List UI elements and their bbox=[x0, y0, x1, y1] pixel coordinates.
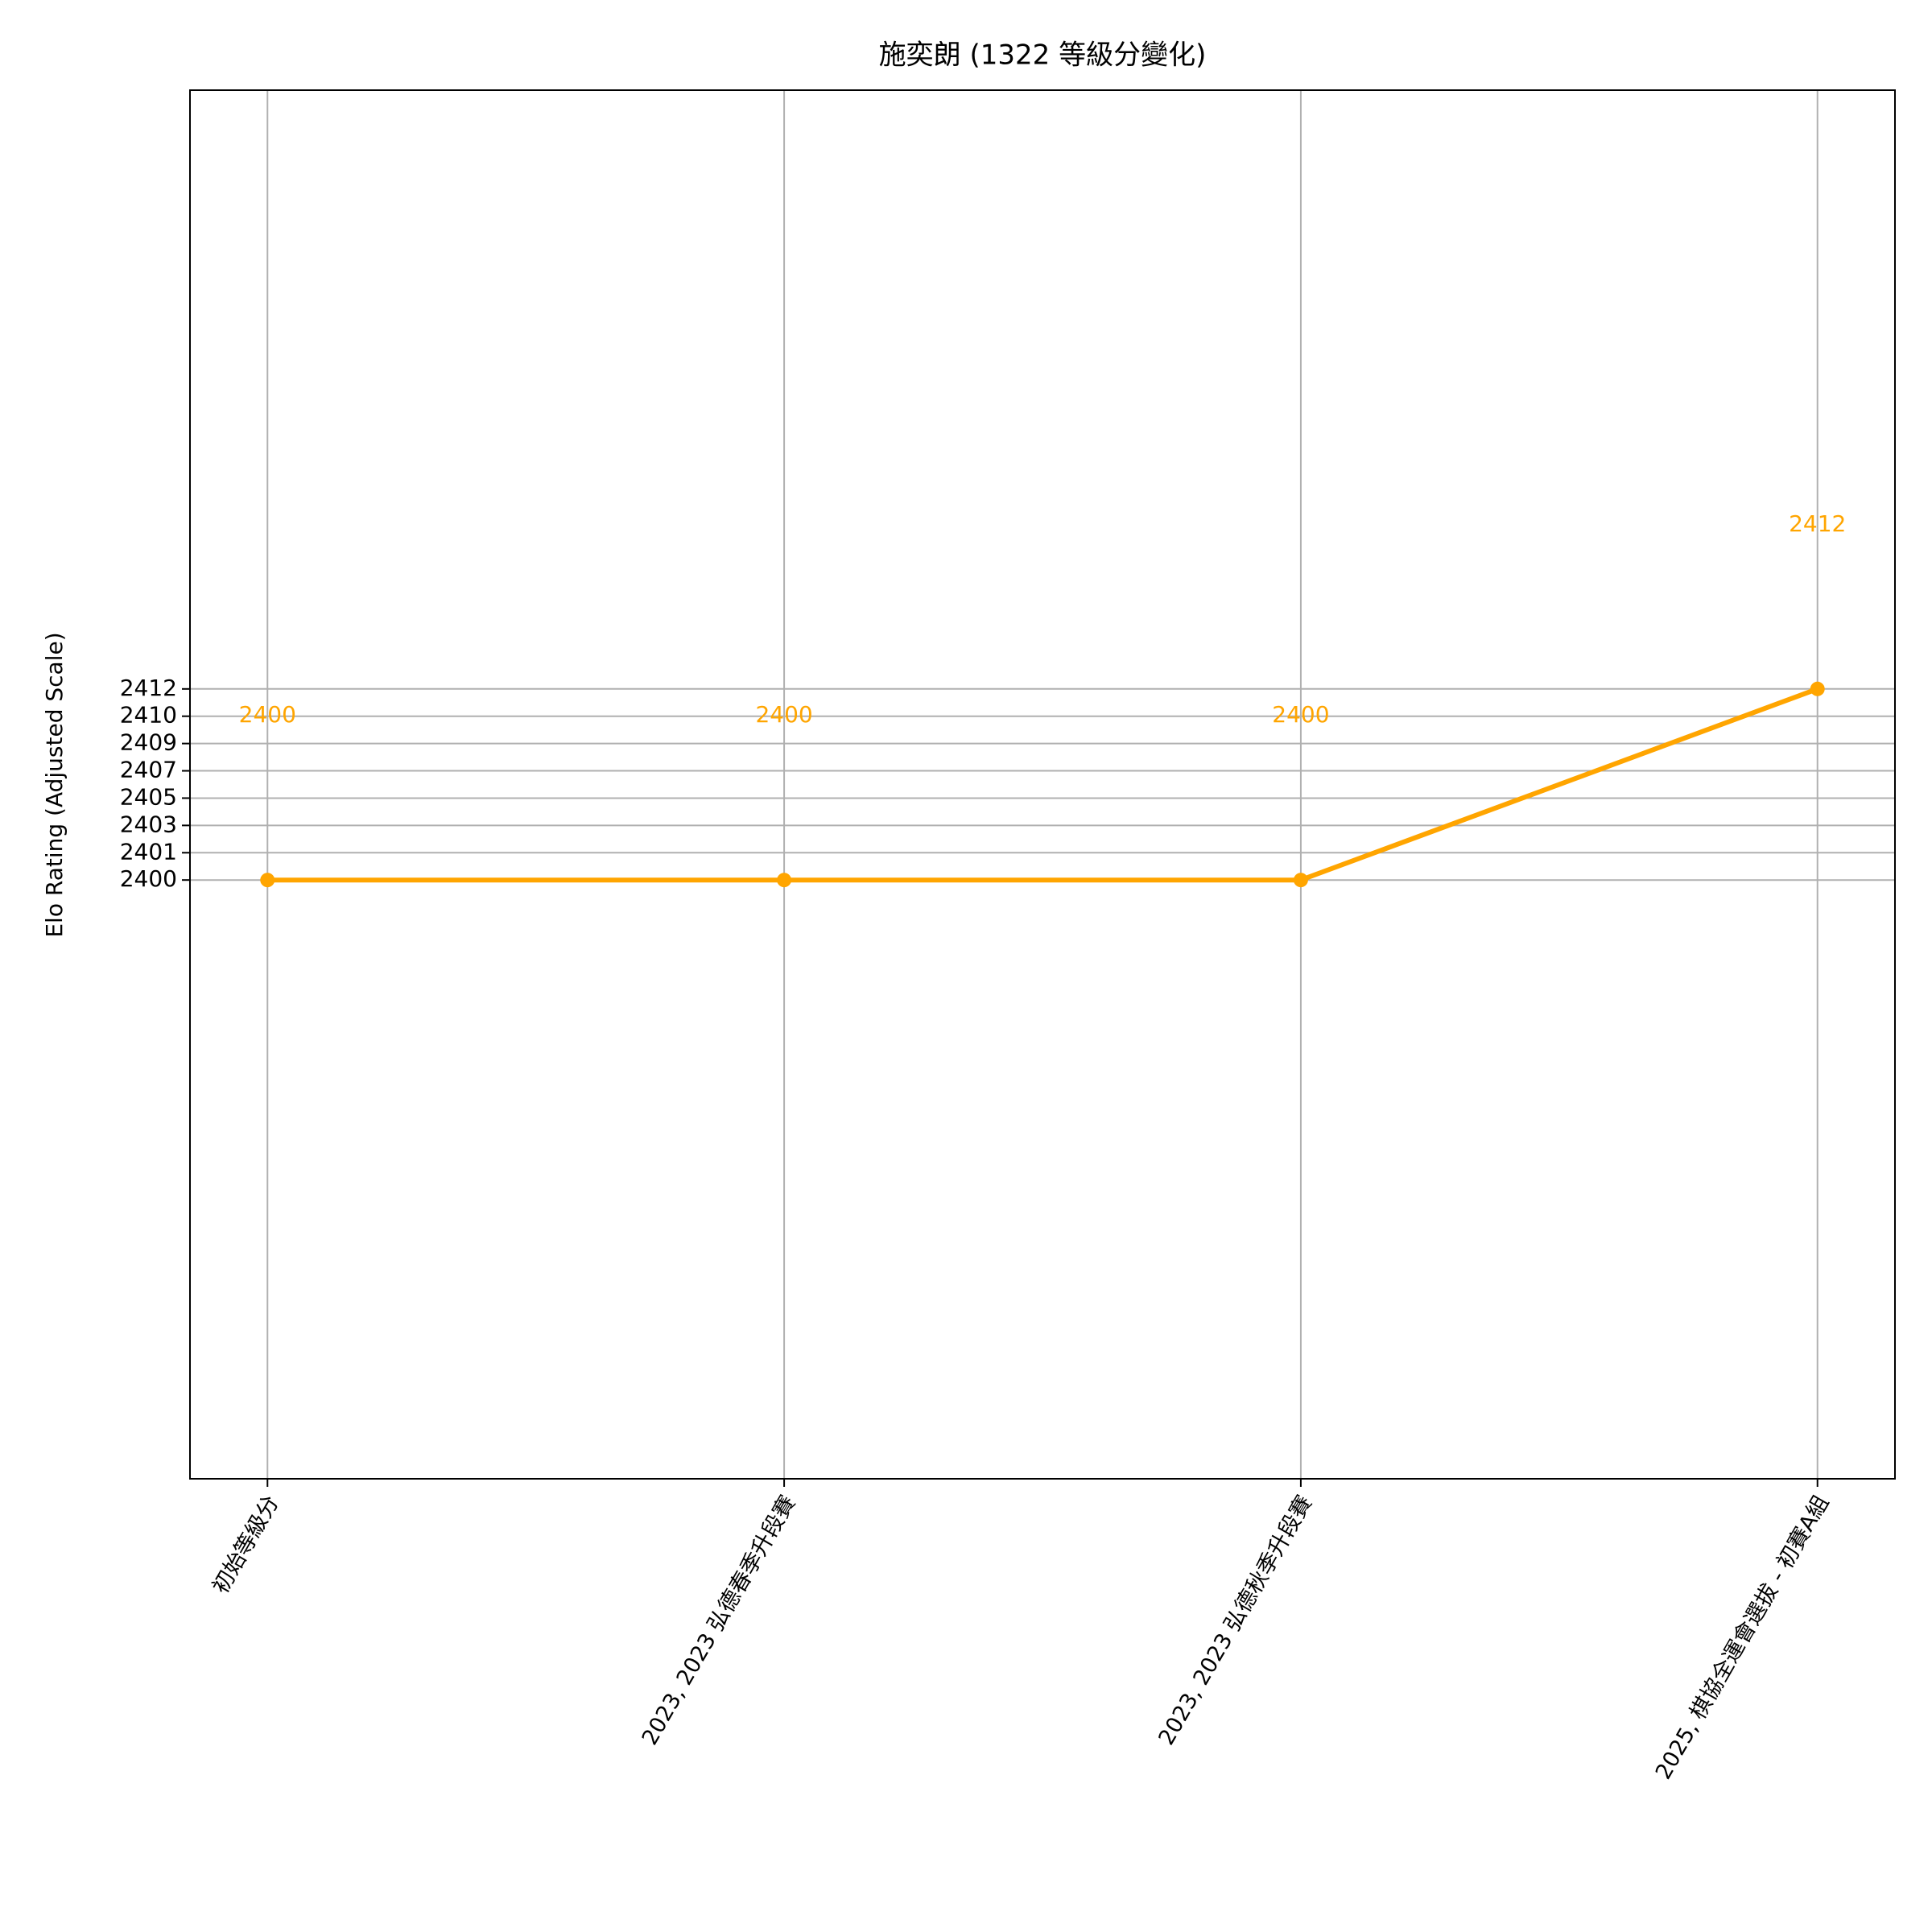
data-label: 2400 bbox=[755, 701, 812, 728]
marker bbox=[1293, 873, 1308, 888]
y-axis-label: Elo Rating (Adjusted Scale) bbox=[41, 632, 68, 937]
data-label: 2400 bbox=[239, 701, 296, 728]
y-tick-label: 2409 bbox=[120, 729, 177, 756]
y-tick-label: 2412 bbox=[120, 675, 177, 701]
y-tick-label: 2410 bbox=[120, 702, 177, 729]
y-tick-label: 2401 bbox=[120, 838, 177, 865]
marker bbox=[260, 873, 275, 888]
data-label: 2400 bbox=[1272, 701, 1329, 728]
y-tick-label: 2407 bbox=[120, 757, 177, 783]
marker bbox=[777, 873, 792, 888]
y-tick-label: 2400 bbox=[120, 865, 177, 892]
y-tick-label: 2405 bbox=[120, 783, 177, 810]
line bbox=[267, 686, 1818, 883]
marker bbox=[1810, 681, 1825, 696]
data-label: 2412 bbox=[1789, 510, 1846, 537]
plot-frame bbox=[189, 89, 1896, 1480]
y-tick-label: 2403 bbox=[120, 811, 177, 837]
chart-title: 施奕朗 (1322 等級分變化) bbox=[879, 39, 1207, 72]
